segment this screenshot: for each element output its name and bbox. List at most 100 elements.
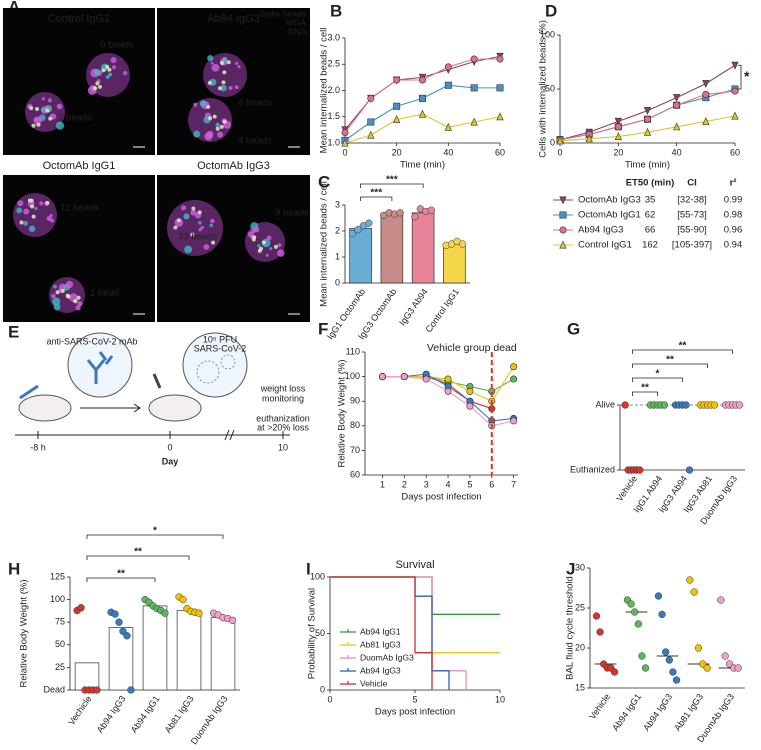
data-point bbox=[660, 401, 669, 409]
bead-count: 4 beads bbox=[238, 136, 272, 147]
image-title: OctomAb IgG1 bbox=[43, 160, 116, 172]
stain bbox=[211, 63, 220, 72]
data-point bbox=[665, 656, 673, 664]
x-tick-label: 20 bbox=[392, 147, 402, 157]
stain bbox=[222, 57, 228, 63]
marker bbox=[400, 373, 408, 381]
bar bbox=[74, 662, 100, 691]
table-cell: 0.94 bbox=[724, 240, 743, 251]
image-title: Ab94 IgG3 bbox=[207, 13, 260, 25]
data-point bbox=[634, 620, 642, 628]
y-tick-label: 15 bbox=[575, 682, 585, 692]
y-tick-label: 25 bbox=[55, 662, 65, 672]
virus-icon bbox=[196, 360, 220, 384]
y-tick-label: 0 bbox=[550, 137, 555, 147]
legend-label: Vehicle bbox=[360, 678, 388, 688]
significance-bracket bbox=[632, 349, 733, 354]
table-header: r² bbox=[730, 178, 737, 189]
significance-label: *** bbox=[370, 188, 382, 199]
stain bbox=[277, 249, 285, 257]
stain bbox=[41, 97, 46, 101]
stain bbox=[200, 225, 204, 230]
data-point bbox=[610, 668, 619, 676]
data-point bbox=[592, 612, 601, 620]
significance-label: ** bbox=[641, 383, 649, 394]
bead bbox=[60, 288, 65, 293]
table-cell: [105-397] bbox=[672, 240, 712, 251]
panel-label: F bbox=[318, 319, 328, 338]
bead bbox=[36, 122, 41, 127]
x-tick-label: 40 bbox=[672, 147, 682, 157]
bead bbox=[45, 108, 50, 113]
data-point bbox=[672, 676, 681, 684]
marker bbox=[444, 387, 452, 395]
x-tick-label: 20 bbox=[613, 147, 623, 157]
y-tick-label: 80 bbox=[350, 420, 360, 430]
bead bbox=[190, 232, 195, 237]
stain bbox=[269, 247, 273, 251]
marker bbox=[731, 87, 739, 95]
x-tick-label: 6 bbox=[489, 479, 494, 489]
data-point bbox=[686, 576, 694, 584]
legend-label: Ab94 IgG3 bbox=[360, 665, 401, 675]
stain bbox=[93, 69, 101, 76]
significance-label: ** bbox=[117, 569, 125, 580]
significance-bracket bbox=[632, 391, 658, 396]
stain bbox=[235, 61, 239, 65]
stain bbox=[105, 75, 110, 79]
y-tick-label: Dead bbox=[43, 684, 65, 694]
bead bbox=[173, 225, 178, 230]
bead bbox=[251, 237, 256, 242]
marker bbox=[466, 402, 474, 410]
stain bbox=[39, 201, 44, 206]
significance-label: ** bbox=[666, 355, 674, 366]
table-cell: 62 bbox=[645, 210, 656, 221]
stain bbox=[216, 131, 224, 138]
x-tick-label: 5 bbox=[412, 694, 417, 704]
chart-title: Survival bbox=[395, 559, 434, 571]
stain bbox=[47, 98, 53, 103]
stain bbox=[110, 57, 117, 64]
data-point bbox=[458, 240, 467, 248]
stain bbox=[251, 228, 257, 234]
data-point bbox=[396, 209, 404, 217]
data-point bbox=[717, 596, 725, 604]
arrow bbox=[80, 403, 141, 413]
bead bbox=[261, 240, 266, 245]
marker bbox=[470, 55, 478, 63]
significance-bracket bbox=[86, 534, 224, 539]
data-point bbox=[354, 226, 362, 234]
y-axis-label: Relative Body Weight (%) bbox=[337, 359, 348, 467]
stain bbox=[53, 303, 61, 311]
bead bbox=[19, 220, 24, 225]
stain bbox=[234, 85, 239, 90]
bar bbox=[176, 610, 202, 691]
y-tick-label: 25 bbox=[575, 602, 585, 612]
stain bbox=[204, 132, 213, 141]
data-point bbox=[179, 595, 187, 604]
significance-label: ** bbox=[679, 341, 687, 352]
bead bbox=[97, 84, 102, 89]
table-cell: 0.96 bbox=[724, 225, 743, 236]
marker bbox=[378, 373, 386, 381]
stain bbox=[209, 223, 214, 228]
annotation: Vehicle group dead bbox=[427, 342, 517, 354]
bar bbox=[380, 213, 404, 284]
cell bbox=[167, 200, 223, 256]
marker bbox=[444, 81, 452, 89]
bead bbox=[219, 124, 224, 129]
schematic-text: anti-SARS-CoV-2 mAb bbox=[46, 336, 137, 346]
virus-bubble bbox=[182, 332, 248, 398]
bead-count: 0 beads bbox=[100, 40, 134, 51]
marker bbox=[393, 76, 401, 84]
panel-label: C bbox=[318, 172, 330, 191]
bead-count: 12 beads bbox=[60, 203, 99, 214]
cell bbox=[86, 53, 130, 97]
y-tick-label: 1.0 bbox=[327, 137, 340, 147]
data-point bbox=[411, 213, 419, 221]
schematic-text: weight loss bbox=[260, 383, 306, 393]
bar bbox=[142, 605, 168, 691]
bead-count: 33 beads bbox=[178, 232, 217, 243]
data-point bbox=[123, 632, 131, 640]
data-point bbox=[161, 609, 169, 617]
